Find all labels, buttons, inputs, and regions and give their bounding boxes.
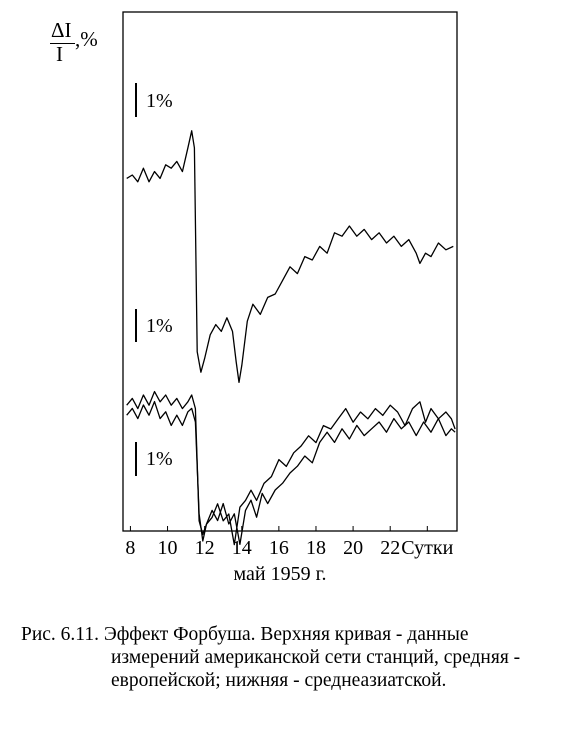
caption-line-2: измерений американской сети станций, сре… xyxy=(111,647,521,668)
x-ticks: 8 10 12 14 16 18 20 22 Сутки xyxy=(125,526,454,559)
x-tick-label: 14 xyxy=(232,537,252,559)
x-tick-label: Сутки xyxy=(401,537,453,559)
x-tick-label: 16 xyxy=(269,537,289,559)
caption-line-3: европейской; нижняя - среднеазиатской. xyxy=(111,670,447,691)
fraction-bar xyxy=(50,43,75,44)
y-axis-label-denominator: I xyxy=(56,42,63,66)
x-tick-label: 10 xyxy=(158,537,178,559)
series-line-bottom xyxy=(126,400,456,546)
scale-label-middle: 1% xyxy=(146,315,173,337)
x-tick-label: 12 xyxy=(195,537,215,559)
caption-line-1: Рис. 6.11. Эффект Форбуша. Верхняя крива… xyxy=(21,624,469,645)
y-axis-label-unit: ,% xyxy=(75,27,98,51)
scale-label-bottom: 1% xyxy=(146,448,173,470)
y-axis-label: ΔI I ,% xyxy=(48,18,108,66)
x-axis-title: май 1959 г. xyxy=(233,563,327,585)
x-tick-label: 20 xyxy=(343,537,363,559)
x-tick-label: 18 xyxy=(306,537,326,559)
series-layer xyxy=(126,130,456,546)
x-tick-label: 22 xyxy=(380,537,400,559)
series-line-top xyxy=(126,130,454,384)
figure-caption: Рис. 6.11. Эффект Форбуша. Верхняя крива… xyxy=(21,623,551,692)
y-axis-label-numerator: ΔI xyxy=(51,18,72,42)
scale-label-top: 1% xyxy=(146,90,173,112)
plot-frame xyxy=(122,11,458,532)
series-line-middle xyxy=(126,390,456,546)
x-tick-label: 8 xyxy=(125,537,135,559)
